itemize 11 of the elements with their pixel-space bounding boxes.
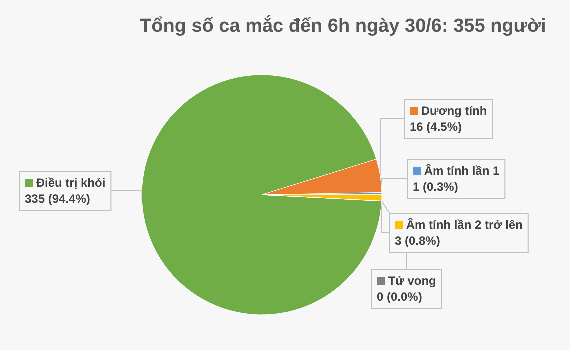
- data-label: 16 (4.5%): [410, 120, 462, 134]
- legend-label: Dương tính: [418, 104, 488, 118]
- legend-label: Tử vong: [385, 274, 436, 288]
- text: 0 (0.0%): [377, 290, 422, 304]
- legend-label: Điều trị khỏi: [33, 176, 106, 190]
- chart-title: Tổng số ca mắc đến 6h ngày 30/6: 355 người: [140, 15, 546, 37]
- data-label: 3 (0.8%): [395, 234, 440, 248]
- data-label: 1 (0.3%): [413, 180, 458, 194]
- legend-label: Âm tính lần 1: [421, 164, 500, 178]
- legend-label: Âm tính lần 2 trở lên: [403, 218, 523, 232]
- data-label: 335 (94.4%): [25, 192, 90, 206]
